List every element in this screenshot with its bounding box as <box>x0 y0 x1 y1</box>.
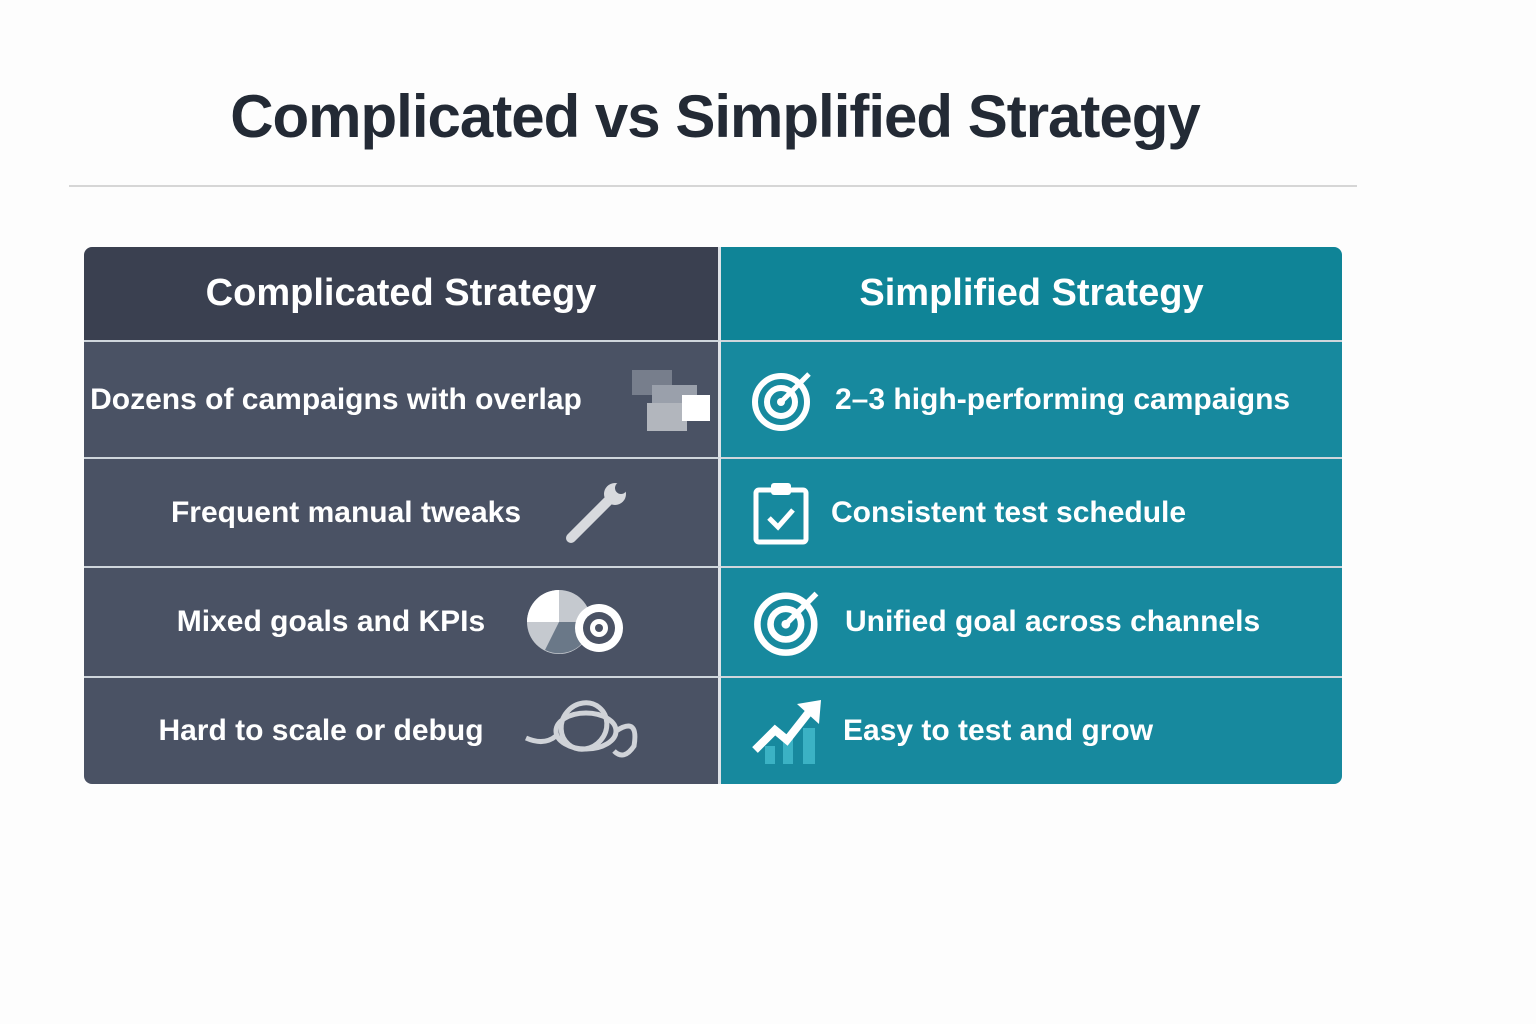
row-label: 2–3 high-performing campaigns <box>835 382 1291 416</box>
overlapping-windows-icon <box>631 369 710 431</box>
row-label: Consistent test schedule <box>831 495 1187 529</box>
table-row-right: Easy to test and grow <box>721 676 1342 784</box>
header-complicated: Complicated Strategy <box>84 247 721 340</box>
row-label: Frequent manual tweaks <box>170 495 522 529</box>
page-title: Complicated vs Simplified Strategy <box>230 83 1201 150</box>
target-icon <box>754 591 819 656</box>
divider <box>69 185 1357 187</box>
row-label: Mixed goals and KPIs <box>176 605 486 638</box>
table-row-left: Dozens of campaigns with overlap <box>84 340 721 457</box>
row-label: Easy to test and grow <box>843 714 1154 747</box>
table-row-left: Mixed goals and KPIs <box>84 566 721 676</box>
wrench-icon <box>566 481 628 543</box>
clipboard-check-icon <box>753 482 809 544</box>
header-simplified: Simplified Strategy <box>721 247 1342 340</box>
row-label: Dozens of campaigns with overlap <box>90 382 582 416</box>
table-row-left: Hard to scale or debug <box>84 676 721 784</box>
row-label: Hard to scale or debug <box>158 714 484 747</box>
table-row-right: Unified goal across channels <box>721 566 1342 676</box>
table-row-left: Frequent manual tweaks <box>84 457 721 566</box>
target-icon <box>752 371 811 431</box>
table-row-right: Consistent test schedule <box>721 457 1342 566</box>
pie-chart-target-icon <box>527 590 624 654</box>
tangled-knot-icon <box>524 700 637 758</box>
comparison-table: Complicated Strategy Simplified Strategy… <box>84 247 1342 784</box>
growth-chart-icon <box>752 700 821 764</box>
table-row-right: 2–3 high-performing campaigns <box>721 340 1342 457</box>
row-label: Unified goal across channels <box>845 605 1261 638</box>
